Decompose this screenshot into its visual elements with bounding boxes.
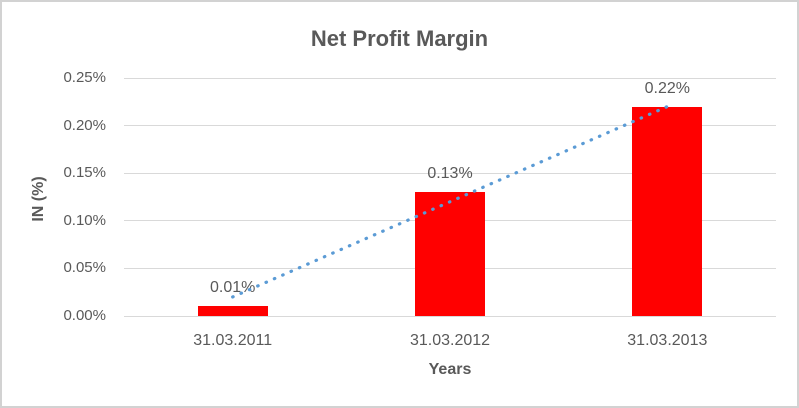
bar-data-label: 0.22% bbox=[644, 79, 691, 97]
gridline bbox=[124, 172, 776, 174]
x-axis-title: Years bbox=[428, 361, 472, 378]
x-axis-tick-label: 31.03.2013 bbox=[627, 332, 708, 349]
bar-31.03.2013 bbox=[632, 106, 703, 316]
y-axis-tick-label: 0.00% bbox=[63, 307, 106, 324]
y-axis-tick-label: 0.20% bbox=[63, 116, 106, 134]
x-axis-tick-label: 31.03.2011 bbox=[193, 332, 273, 349]
gridline bbox=[124, 77, 776, 79]
gridline bbox=[124, 125, 776, 127]
y-axis-tick-label: 0.15% bbox=[63, 164, 106, 182]
chart-title: Net Profit Margin bbox=[310, 26, 489, 51]
bar-31.03.2012 bbox=[415, 192, 485, 316]
bar-data-label: 0.13% bbox=[427, 165, 473, 183]
trendline bbox=[231, 104, 669, 299]
bar-31.03.2011 bbox=[197, 306, 268, 316]
x-axis-tick-label: 31.03.2012 bbox=[409, 332, 491, 349]
y-axis-tick-label: 0.10% bbox=[63, 211, 106, 229]
bar-data-label: 0.01% bbox=[209, 279, 256, 297]
y-axis-tick-label: 0.25% bbox=[63, 69, 106, 86]
gridline bbox=[124, 315, 776, 317]
y-axis-tick-label: 0.05% bbox=[63, 259, 106, 277]
